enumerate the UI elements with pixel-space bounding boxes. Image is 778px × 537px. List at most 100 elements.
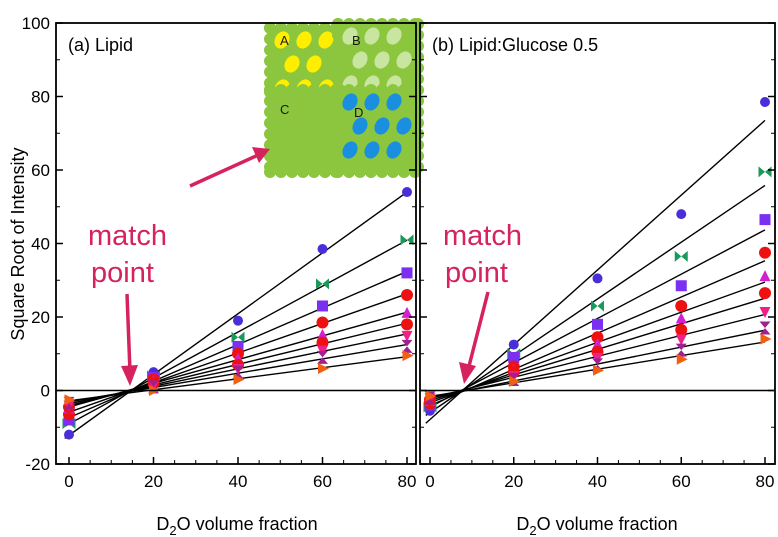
inset-particle: [386, 93, 402, 111]
inset-particle: [306, 55, 322, 73]
inset-scallop: [319, 84, 331, 96]
inset-scallop: [332, 95, 344, 107]
inset-particle: [386, 27, 402, 45]
data-point: [317, 328, 328, 340]
data-points-a: [62, 187, 414, 440]
inset-scallop: [264, 55, 276, 67]
data-point: [759, 321, 771, 335]
inset-scallop: [286, 84, 298, 96]
inset-scallop: [264, 66, 276, 78]
inset-scallop: [412, 18, 424, 30]
data-point: [401, 339, 413, 353]
inset-label: B: [352, 33, 361, 48]
inset-scallop: [376, 84, 388, 96]
inset-scallop: [412, 95, 424, 107]
y-axis-title: Square Root of Intensity: [8, 147, 28, 340]
data-point: [318, 362, 329, 374]
inset-particle: [364, 141, 380, 159]
data-point: [425, 390, 437, 402]
data-point: [759, 246, 771, 259]
data-point: [676, 209, 687, 220]
data-point: [317, 350, 328, 364]
data-point: [508, 339, 519, 350]
data-point: [675, 280, 687, 292]
inset-scallop: [264, 161, 276, 173]
data-point: [759, 306, 771, 318]
inset-label: C: [280, 102, 289, 117]
data-point: [401, 267, 413, 279]
data-point: [675, 299, 688, 312]
inset-label: A: [280, 33, 289, 48]
inset-illustration: A B C D: [264, 18, 424, 178]
inset-scallop: [398, 166, 410, 178]
x-tick-label: 0: [64, 472, 73, 491]
inset-scallop: [412, 128, 424, 140]
data-point: [233, 373, 245, 385]
inset-scallop: [354, 18, 366, 30]
data-point: [400, 234, 414, 246]
match-point-label-b: match: [443, 220, 522, 252]
data-point: [759, 287, 771, 300]
inset-scallop: [264, 128, 276, 140]
inset-scallop: [264, 150, 276, 162]
inset-scallop: [412, 117, 424, 129]
y-tick-label: 0: [41, 382, 50, 401]
inset-scallop: [398, 18, 410, 30]
data-point: [675, 334, 687, 346]
inset-particle: [284, 55, 300, 73]
y-tick-label: 60: [31, 161, 50, 180]
inset-scallop: [275, 22, 287, 34]
inset-scallop: [332, 73, 344, 85]
fit-line: [64, 343, 408, 404]
inset-scallop: [319, 166, 331, 178]
inset-particle: [342, 27, 358, 45]
inset-scallop: [387, 18, 399, 30]
inset-scallop: [332, 84, 344, 96]
data-point: [401, 288, 413, 301]
data-points-b: [423, 97, 772, 416]
inset-particle: [374, 117, 390, 135]
inset-scallop: [365, 166, 377, 178]
data-point: [593, 364, 604, 376]
inset-blob: [270, 90, 340, 172]
inset-scallop: [412, 62, 424, 74]
inset-scallop: [376, 166, 388, 178]
data-point: [675, 343, 687, 357]
inset-scallop: [332, 117, 344, 129]
data-point: [508, 351, 520, 363]
axes-b: 0 20 40 60 80: [419, 22, 776, 491]
inset-scallop: [264, 139, 276, 151]
x-tick-label: 80: [398, 472, 417, 491]
inset-scallop: [332, 106, 344, 118]
data-point: [401, 318, 413, 331]
data-point: [232, 340, 244, 352]
inset-scallop: [332, 161, 344, 173]
inset-scallop: [308, 22, 320, 34]
x-tick-label: 20: [144, 472, 163, 491]
inset-particle: [274, 31, 290, 49]
data-point: [233, 315, 243, 326]
inset-particle: [296, 31, 312, 49]
inset-scallop: [412, 161, 424, 173]
data-point: [675, 312, 687, 324]
inset-particle: [318, 31, 334, 49]
inset-scallop: [343, 166, 355, 178]
x-axis-title-a: D2O volume fraction: [156, 514, 317, 537]
inset-scallop: [286, 22, 298, 34]
inset-scallop: [343, 18, 355, 30]
inset-particle: [396, 117, 412, 135]
fit-line: [64, 191, 408, 439]
data-point: [760, 97, 770, 108]
inset-particle: [364, 93, 380, 111]
inset-particle: [342, 93, 358, 111]
inset-scallop: [332, 139, 344, 151]
data-point: [64, 394, 76, 406]
data-point: [316, 278, 329, 290]
inset-scallop: [387, 84, 399, 96]
data-point: [592, 338, 603, 350]
inset-scallop: [264, 106, 276, 118]
inset-scallop: [297, 166, 309, 178]
inset-scallop: [332, 18, 344, 30]
panel-title-a: (a) Lipid: [68, 35, 133, 55]
